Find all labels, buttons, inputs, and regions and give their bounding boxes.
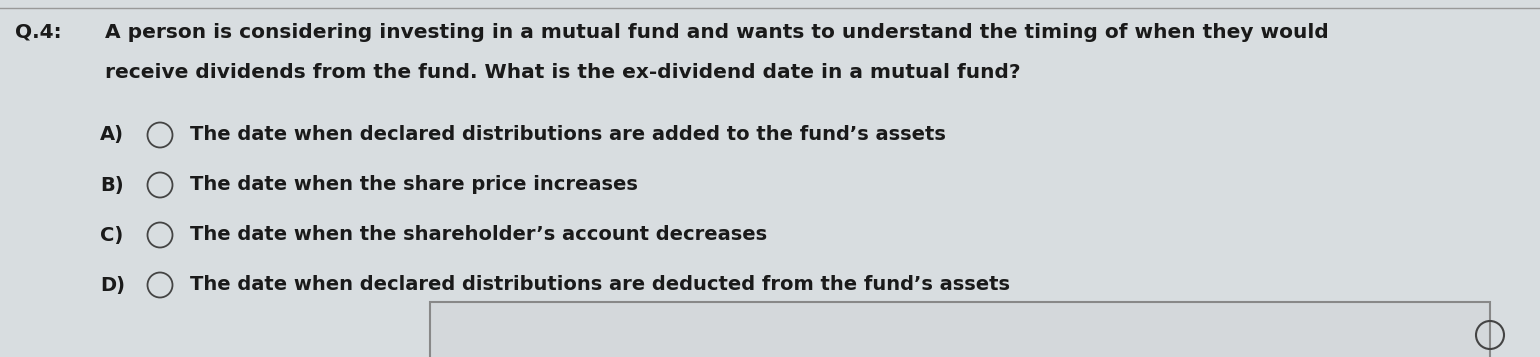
Text: A): A) (100, 126, 125, 145)
Text: The date when declared distributions are added to the fund’s assets: The date when declared distributions are… (189, 126, 946, 145)
Text: The date when declared distributions are deducted from the fund’s assets: The date when declared distributions are… (189, 276, 1010, 295)
Text: receive dividends from the fund. What is the ex-dividend date in a mutual fund?: receive dividends from the fund. What is… (105, 62, 1021, 81)
Text: A person is considering investing in a mutual fund and wants to understand the t: A person is considering investing in a m… (105, 22, 1329, 41)
Text: C): C) (100, 226, 123, 245)
Text: The date when the shareholder’s account decreases: The date when the shareholder’s account … (189, 226, 767, 245)
Text: The date when the share price increases: The date when the share price increases (189, 176, 638, 195)
Text: B): B) (100, 176, 123, 195)
Text: Q.4:: Q.4: (15, 22, 62, 41)
Text: D): D) (100, 276, 125, 295)
FancyBboxPatch shape (430, 302, 1491, 357)
